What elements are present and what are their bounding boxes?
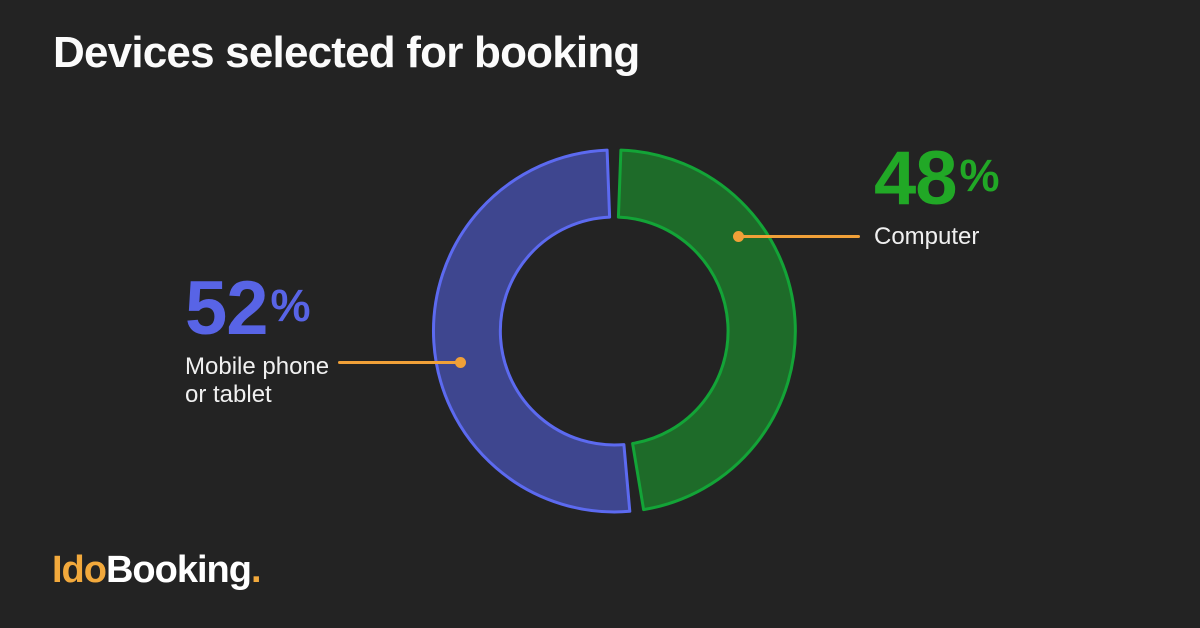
- mobile-percent-sign: %: [270, 280, 311, 331]
- logo-booking: Booking: [105, 549, 252, 591]
- computer-percent-sign: %: [959, 150, 1000, 201]
- leader-dot-computer: [733, 231, 744, 242]
- mobile-label-line2: or tablet: [185, 380, 272, 408]
- computer-value: 48: [874, 136, 958, 221]
- mobile-label-line1: Mobile phone: [185, 352, 330, 380]
- leader-dot-mobile: [455, 357, 466, 368]
- computer-percentage: 48%: [874, 136, 1000, 221]
- logo-dot: .: [250, 549, 262, 591]
- donut-segment-computer: [616, 148, 797, 512]
- callout-computer: 48% Computer: [874, 136, 1000, 251]
- leader-line-computer: [739, 235, 860, 238]
- mobile-label: Mobile phone or tablet: [185, 353, 329, 409]
- callout-mobile: 52% Mobile phone or tablet: [185, 266, 329, 409]
- logo-ido: Ido: [52, 549, 107, 591]
- computer-label: Computer: [874, 222, 980, 250]
- leader-line-mobile: [338, 361, 461, 364]
- mobile-value: 52: [185, 266, 269, 351]
- page-title: Devices selected for booking: [53, 28, 640, 77]
- mobile-percentage: 52%: [185, 266, 329, 351]
- logo-idobooking: IdoBooking.: [52, 551, 261, 589]
- donut-segment-mobile-phone-or-tablet: [431, 148, 632, 514]
